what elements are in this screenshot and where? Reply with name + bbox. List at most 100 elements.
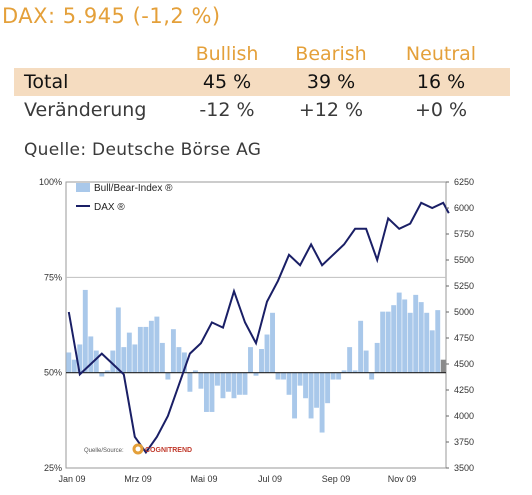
bull-bear-bar xyxy=(341,370,347,373)
bull-bear-bar xyxy=(363,350,369,373)
bull-bear-bar xyxy=(308,372,314,419)
right-axis-tick: 4250 xyxy=(454,385,474,395)
total-row: Total 45 % 39 % 16 % xyxy=(14,68,510,96)
bull-bear-bar xyxy=(319,372,325,433)
bull-bear-bar xyxy=(413,294,419,373)
bull-bear-bar xyxy=(209,372,215,412)
sentiment-header-row: Bullish Bearish Neutral xyxy=(14,40,510,68)
bull-bear-bar xyxy=(148,320,154,373)
bull-bear-bar xyxy=(281,372,286,380)
bull-bear-bar xyxy=(253,372,259,376)
legend-line-label: DAX ® xyxy=(94,202,125,213)
bull-bear-bar xyxy=(203,372,209,412)
bull-bear-bar xyxy=(231,372,237,399)
dax-line xyxy=(67,201,450,455)
bull-bear-bar xyxy=(396,292,402,373)
bull-bear-bar xyxy=(220,372,226,399)
bull-bear-bar xyxy=(418,302,424,373)
logo-name: COGNITREND xyxy=(145,447,192,454)
bull-bear-bar xyxy=(132,344,138,373)
bull-bear-bar xyxy=(165,372,171,380)
right-axis-tick: 3750 xyxy=(454,437,474,447)
left-axis-tick: 75% xyxy=(44,272,62,282)
right-axis-tick: 4750 xyxy=(454,333,474,343)
bull-bear-bar xyxy=(121,347,127,373)
column-header-bullish: Bullish xyxy=(195,43,259,65)
right-axis-tick: 3500 xyxy=(454,463,474,473)
legend-bar-swatch xyxy=(76,183,90,192)
x-axis-tick: Mai 09 xyxy=(190,474,217,484)
bull-bear-bar xyxy=(226,372,231,392)
logo-caption: Quelle/Source: xyxy=(84,448,124,454)
page-title: DAX: 5.945 (-1,2 %) xyxy=(2,4,221,28)
bull-bear-bar xyxy=(187,372,193,392)
bull-bear-bar xyxy=(176,347,182,373)
bull-bear-bar xyxy=(137,326,143,373)
logo-mark-inner xyxy=(135,446,141,452)
column-header-bearish: Bearish xyxy=(295,43,367,65)
bull-bear-bar xyxy=(314,372,320,408)
left-axis-tick: 50% xyxy=(44,368,62,378)
total-label: Total xyxy=(24,71,69,93)
bull-bear-bar xyxy=(292,372,298,419)
bull-bear-bar xyxy=(99,372,105,377)
left-axis-tick: 25% xyxy=(44,463,62,473)
x-axis-tick: Jan 09 xyxy=(58,474,85,484)
x-axis-tick: Nov 09 xyxy=(388,474,417,484)
bull-bear-bar xyxy=(110,350,116,373)
right-axis-tick: 6000 xyxy=(454,203,474,213)
change-bearish: +12 % xyxy=(298,99,364,121)
bull-bear-bar xyxy=(385,311,391,373)
column-header-neutral: Neutral xyxy=(405,43,477,65)
bull-bear-bar xyxy=(71,359,77,373)
cognitrend-logo: Quelle/Source: COGNITREND xyxy=(84,443,192,455)
bull-bear-bar xyxy=(93,350,99,373)
bull-bear-bar xyxy=(198,372,204,389)
bull-bear-bar xyxy=(215,372,220,386)
bull-bear-bar xyxy=(424,312,430,373)
right-axis-tick: 6250 xyxy=(454,177,474,187)
bull-bear-bar xyxy=(435,310,441,373)
bull-bear-bar xyxy=(192,370,198,373)
bull-bear-bar xyxy=(297,372,303,386)
bull-bear-bar xyxy=(66,352,72,373)
bull-bear-bar xyxy=(325,372,331,404)
bull-bear-bar xyxy=(88,336,94,373)
bull-bear-bar xyxy=(391,305,397,373)
bull-bear-bar xyxy=(264,334,270,373)
bull-bear-bar xyxy=(303,372,309,399)
bull-bear-bar xyxy=(330,372,336,380)
bull-bear-bar xyxy=(407,312,413,373)
x-axis-tick: Sep 09 xyxy=(322,474,351,484)
bull-bear-bar xyxy=(77,344,83,373)
change-row: Veränderung -12 % +12 % +0 % xyxy=(14,96,510,124)
bull-bear-bar xyxy=(440,359,446,373)
bull-bear-bar xyxy=(170,329,176,373)
bull-bear-bar xyxy=(336,372,342,380)
bull-bear-bar xyxy=(369,372,375,380)
change-neutral: +0 % xyxy=(414,99,468,121)
x-axis-tick: Mrz 09 xyxy=(124,474,152,484)
right-axis-tick: 4000 xyxy=(454,411,474,421)
bull-bear-bar xyxy=(82,289,88,373)
bull-bear-bar xyxy=(358,320,364,373)
right-axis-tick: 4500 xyxy=(454,359,474,369)
bull-bear-bar xyxy=(286,372,292,395)
bull-bear-bar xyxy=(374,342,380,373)
legend-bar-label: Bull/Bear-Index ® xyxy=(94,183,173,194)
x-axis-tick: Jul 09 xyxy=(258,474,282,484)
total-bullish: 45 % xyxy=(202,71,252,93)
source-line: Quelle: Deutsche Börse AG xyxy=(24,140,262,160)
bull-bear-bar xyxy=(347,347,353,373)
sentiment-table: Bullish Bearish Neutral Total 45 % 39 % … xyxy=(14,40,510,124)
bull-bear-bar xyxy=(115,307,121,373)
bull-bear-bar xyxy=(248,347,253,373)
bull-bear-bar xyxy=(237,372,242,395)
total-neutral: 16 % xyxy=(416,71,466,93)
change-bullish: -12 % xyxy=(199,99,255,121)
right-axis-tick: 5500 xyxy=(454,255,474,265)
bull-bear-bar xyxy=(143,326,149,373)
right-axis-tick: 5000 xyxy=(454,307,474,317)
bull-bear-bar xyxy=(429,330,435,373)
